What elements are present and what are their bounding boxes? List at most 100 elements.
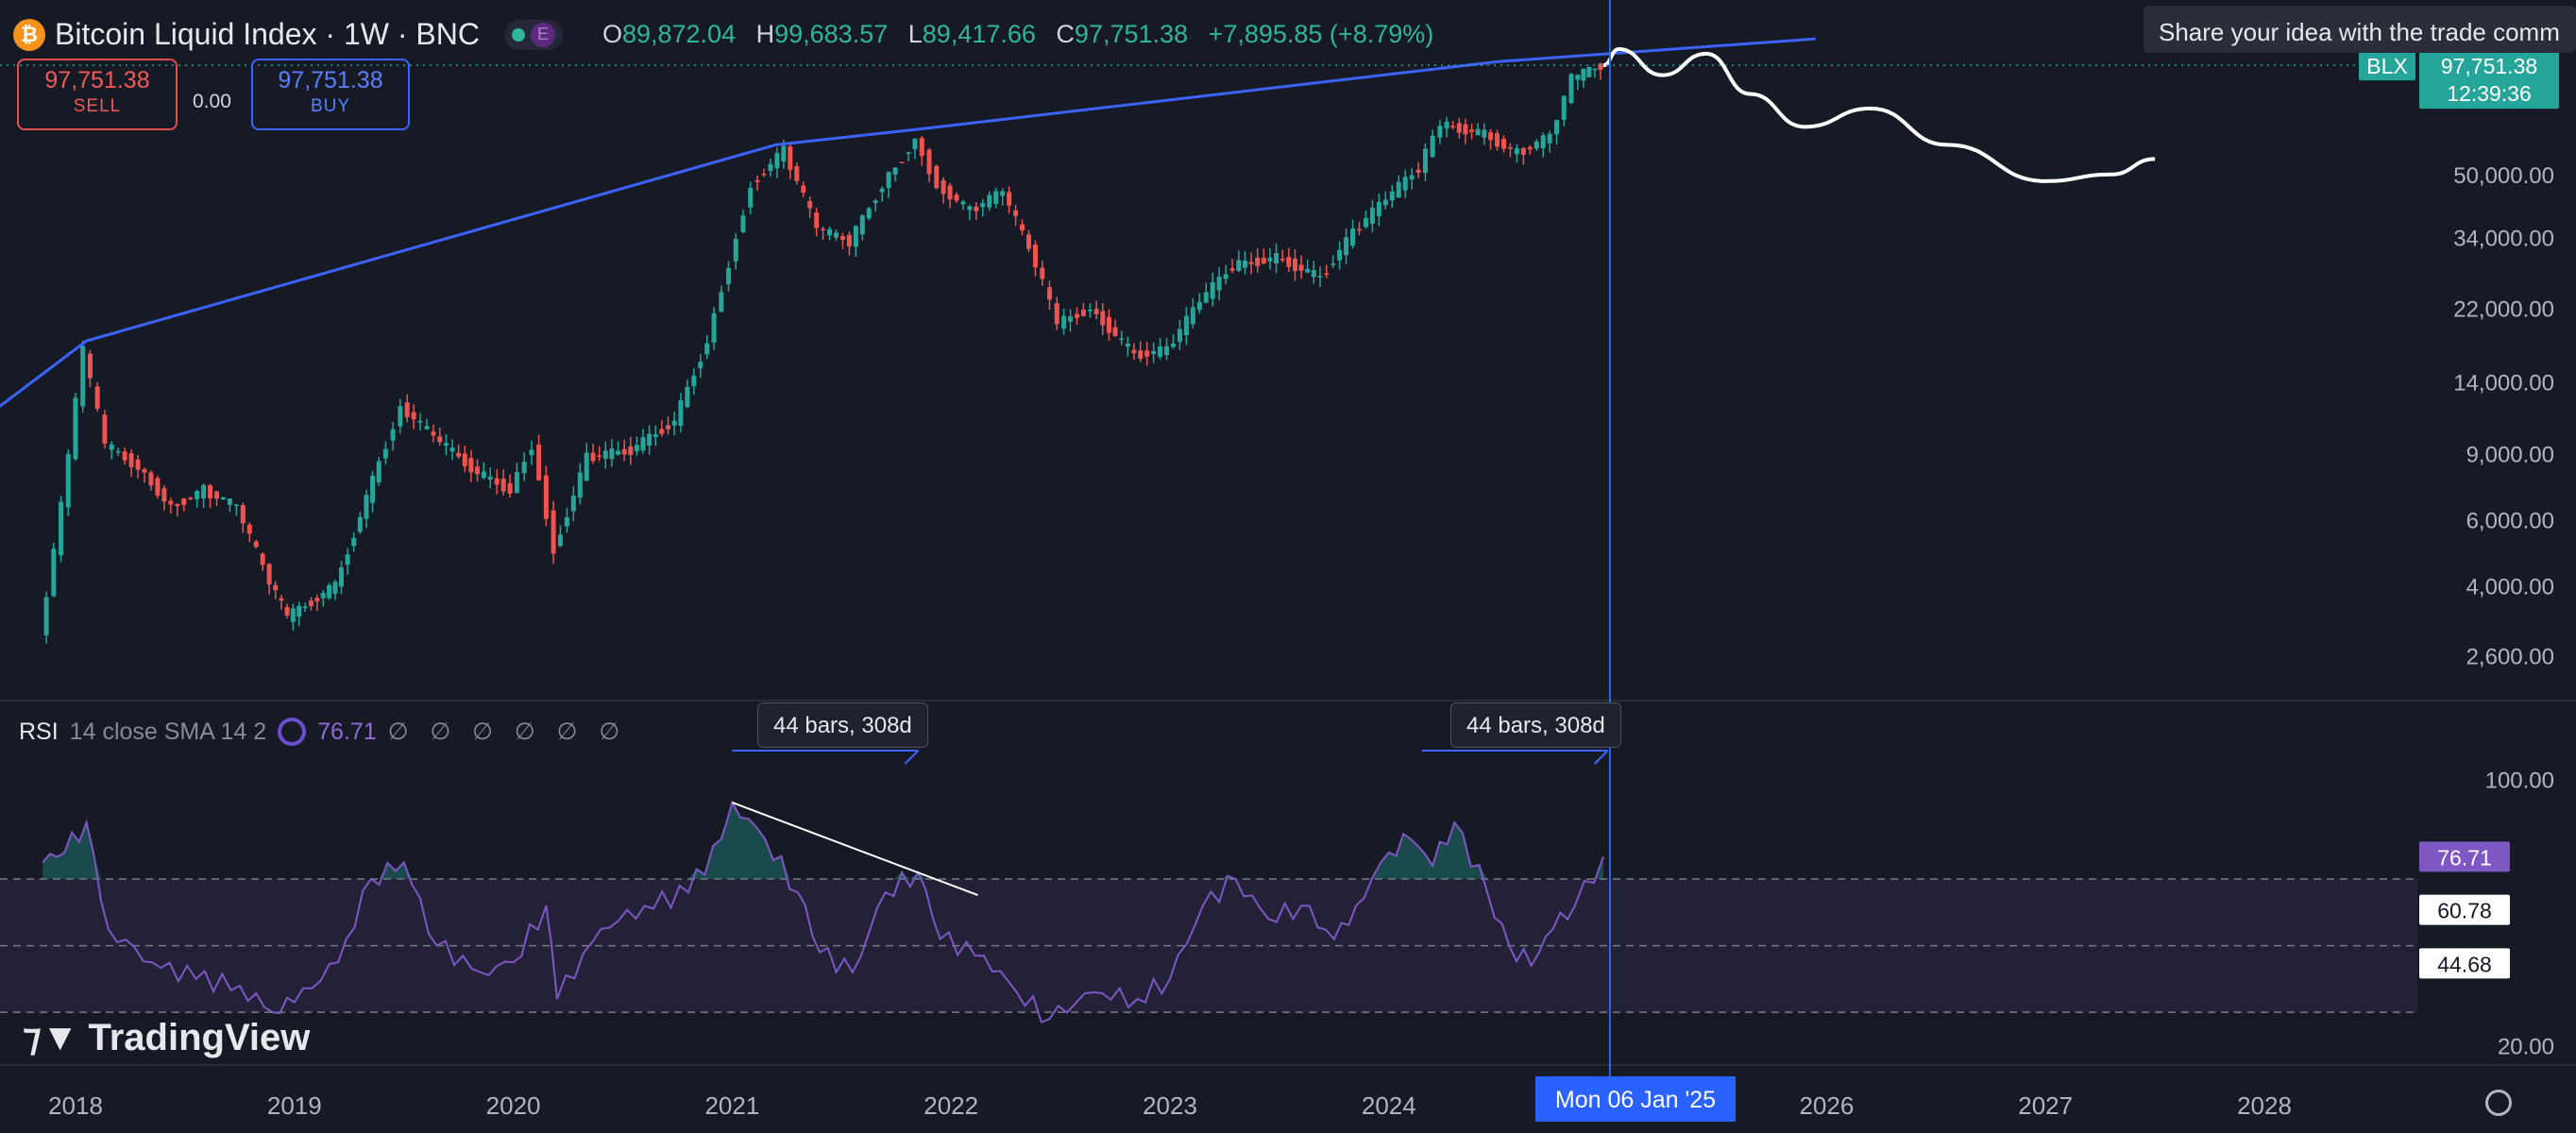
candle-body xyxy=(284,606,290,616)
candle-body xyxy=(273,584,279,591)
rsi-legend[interactable]: RSI 14 close SMA 14 2 76.71 ∅ ∅ ∅ ∅ ∅ ∅ xyxy=(19,718,627,746)
candle-body xyxy=(233,504,239,506)
measure-label[interactable]: 44 bars, 308d xyxy=(1450,702,1621,748)
candle-body xyxy=(1337,249,1343,261)
settings-icon[interactable] xyxy=(2485,1090,2512,1116)
candle-body xyxy=(449,448,455,452)
candle-body xyxy=(846,234,852,247)
status-pill[interactable]: E xyxy=(503,19,563,50)
candle-body xyxy=(1210,281,1215,299)
candle-body xyxy=(529,449,534,456)
candle-body xyxy=(947,185,953,200)
candle-body xyxy=(536,444,542,481)
candle-body xyxy=(1430,135,1435,158)
price-axis-tick: 2,600.00 xyxy=(2466,645,2554,670)
symbol-title[interactable]: Bitcoin Liquid Index · 1W · BNC xyxy=(55,17,480,51)
candle-body xyxy=(1324,273,1330,275)
candle-body xyxy=(302,606,308,609)
measure-label[interactable]: 44 bars, 308d xyxy=(757,702,928,748)
price-axis-tick: 50,000.00 xyxy=(2453,163,2554,189)
candle-body xyxy=(424,426,430,430)
candle-body xyxy=(1203,292,1209,303)
time-axis-tick: 2021 xyxy=(704,1091,759,1120)
candle-body xyxy=(821,228,826,230)
sell-button[interactable]: 97,751.38 SELL xyxy=(17,59,178,130)
candle-body xyxy=(1592,68,1598,71)
candle-body xyxy=(1061,315,1067,329)
candle-body xyxy=(1047,287,1053,300)
bitcoin-icon: ₿ xyxy=(13,18,45,51)
rsi-empty-values: ∅ ∅ ∅ ∅ ∅ ∅ xyxy=(387,719,628,745)
candle-body xyxy=(557,534,563,547)
candle-body xyxy=(411,412,416,420)
measure-arrow xyxy=(1593,750,1609,765)
candle-body xyxy=(1344,237,1349,256)
candle-body xyxy=(168,500,174,505)
candle-body xyxy=(941,180,946,194)
candle-body xyxy=(462,453,467,466)
candle-body xyxy=(1475,128,1481,136)
candle-body xyxy=(1382,199,1388,206)
candle-body xyxy=(1396,181,1401,198)
candle-body xyxy=(761,173,767,176)
tradingview-logo[interactable]: ⁊▼ TradingView xyxy=(23,1016,310,1059)
candle-body xyxy=(960,201,966,205)
candle-body xyxy=(297,605,302,617)
candle-body xyxy=(774,153,780,169)
rsi-name: RSI xyxy=(19,718,59,745)
chart-header: ₿ Bitcoin Liquid Index · 1W · BNC E O89,… xyxy=(13,17,1433,52)
candle-body xyxy=(621,448,627,455)
candle-body xyxy=(345,554,350,566)
candle-body xyxy=(1236,260,1242,271)
candle-body xyxy=(115,450,121,453)
candle-body xyxy=(1164,346,1170,355)
price-axis-tick: 6,000.00 xyxy=(2466,509,2554,534)
candle-body xyxy=(807,200,813,209)
candle-body xyxy=(1106,316,1111,333)
refresh-icon[interactable] xyxy=(278,718,307,746)
candle-body xyxy=(404,402,410,417)
candle-body xyxy=(912,139,918,149)
earnings-badge[interactable]: E xyxy=(530,22,555,47)
candle-body xyxy=(993,191,999,204)
candle-body xyxy=(1350,228,1356,246)
candle-body xyxy=(597,455,602,457)
candle-body xyxy=(266,564,272,585)
share-idea-tooltip[interactable]: Share your idea with the trade comm xyxy=(2144,6,2576,53)
candle-body xyxy=(768,163,773,171)
rsi-line xyxy=(42,800,1604,1023)
candle-body xyxy=(314,598,320,601)
sell-label: SELL xyxy=(73,96,122,116)
candle-body xyxy=(1330,263,1336,265)
symbol-tag-bg xyxy=(2359,50,2415,81)
candle-body xyxy=(1534,141,1539,149)
candle-body xyxy=(1280,259,1285,261)
candle-body xyxy=(253,541,259,548)
candle-body xyxy=(161,488,167,502)
candle-body xyxy=(1317,276,1323,278)
buy-button[interactable]: 97,751.38 BUY xyxy=(251,59,410,130)
candle-body xyxy=(1080,309,1086,316)
candle-body xyxy=(570,495,576,512)
candle-body xyxy=(1007,192,1012,206)
candle-body xyxy=(364,495,369,519)
candle-body xyxy=(748,187,754,208)
candle-body xyxy=(1482,129,1487,138)
buy-price: 97,751.38 xyxy=(278,67,383,93)
candle-body xyxy=(357,516,363,533)
candle-body xyxy=(1054,303,1059,325)
candle-body xyxy=(1586,66,1592,77)
candle-body xyxy=(551,510,556,554)
candle-body xyxy=(1112,327,1118,336)
candle-body xyxy=(398,406,403,427)
candle-body xyxy=(487,476,493,480)
candle-body xyxy=(1469,129,1475,132)
candle-body xyxy=(754,179,760,182)
candle-body xyxy=(1437,126,1443,138)
candle-body xyxy=(698,362,703,368)
rsi-value-tag: 44.68 xyxy=(2437,952,2492,976)
rsi-value: 76.71 xyxy=(317,718,377,745)
time-axis-tick: 2028 xyxy=(2237,1091,2292,1120)
